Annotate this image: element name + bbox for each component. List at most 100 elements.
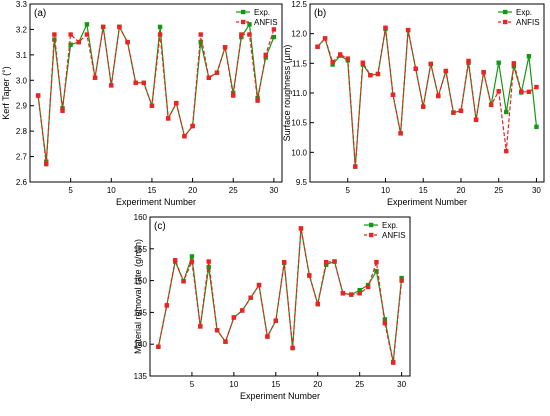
data-point-anfis	[125, 39, 130, 45]
data-point-anfis	[117, 24, 122, 30]
x-tick-label: 25	[494, 186, 503, 195]
panel-label: (a)	[34, 8, 46, 19]
y-tick-label: 135	[134, 372, 148, 381]
data-point-anfis	[357, 291, 362, 296]
data-point-anfis	[451, 110, 456, 115]
data-point-anfis	[157, 32, 163, 37]
data-point-anfis	[307, 273, 312, 278]
data-point-anfis	[214, 70, 220, 75]
series-line-exp	[157, 228, 403, 363]
y-tick-label: 3.3	[16, 0, 28, 9]
data-point-anfis	[92, 75, 98, 80]
data-point-anfis	[165, 116, 171, 121]
x-tick-label: 30	[269, 186, 278, 195]
x-tick-label: 10	[229, 380, 238, 389]
data-point-anfis	[239, 32, 244, 37]
data-point-anfis	[198, 324, 203, 329]
data-point-anfis	[141, 80, 147, 86]
legend-marker	[369, 222, 374, 228]
data-point-anfis	[84, 32, 90, 37]
data-point-anfis	[231, 315, 237, 320]
panel-label: (c)	[154, 221, 166, 232]
x-tick-label: 10	[381, 186, 390, 195]
data-point-exp	[330, 62, 335, 67]
data-point-anfis	[198, 32, 203, 37]
data-point-anfis	[365, 284, 371, 290]
data-point-exp	[534, 124, 539, 130]
data-point-anfis	[443, 68, 449, 74]
data-point-exp	[189, 254, 195, 259]
data-point-anfis	[405, 27, 411, 33]
data-point-anfis	[332, 259, 337, 264]
y-tick-label: 9.5	[296, 178, 308, 187]
data-point-anfis	[496, 89, 501, 94]
data-point-anfis	[481, 70, 486, 75]
x-axis-label: Experiment Number	[240, 391, 320, 401]
data-point-anfis	[345, 56, 350, 61]
data-point-anfis	[182, 134, 187, 139]
data-point-anfis	[76, 39, 81, 45]
y-tick-label: 155	[134, 245, 148, 254]
y-axis-label: Surface roughness (µm)	[282, 45, 292, 142]
data-point-anfis	[368, 73, 373, 78]
y-tick-label: 3.2	[16, 25, 28, 34]
x-tick-label: 15	[271, 380, 280, 389]
data-point-anfis	[399, 278, 404, 283]
x-tick-label: 5	[346, 186, 351, 195]
y-tick-label: 145	[134, 308, 148, 317]
data-point-exp	[357, 287, 362, 293]
data-point-anfis	[133, 80, 138, 86]
data-point-anfis	[68, 32, 73, 37]
x-tick-label: 15	[147, 186, 156, 195]
data-point-anfis	[256, 282, 262, 288]
data-point-anfis	[174, 100, 179, 106]
data-point-exp	[271, 34, 277, 40]
panel-label: (b)	[314, 8, 326, 19]
data-point-anfis	[322, 36, 328, 41]
data-point-exp	[206, 265, 211, 270]
data-point-anfis	[382, 321, 388, 326]
y-tick-label: 12.5	[291, 0, 307, 9]
data-point-exp	[263, 55, 268, 60]
y-tick-label: 2.9	[16, 102, 28, 111]
data-point-anfis	[504, 148, 509, 154]
data-point-exp	[496, 60, 501, 65]
y-tick-label: 3.0	[16, 76, 28, 85]
series-line-exp	[37, 22, 275, 162]
data-point-exp	[399, 275, 404, 281]
data-point-exp	[247, 22, 252, 27]
data-point-anfis	[391, 360, 396, 365]
data-point-anfis	[214, 328, 220, 333]
data-point-anfis	[466, 58, 471, 64]
y-axis-label: Kerf Taper (°)	[1, 66, 11, 119]
data-point-anfis	[330, 59, 335, 65]
plot-frame	[29, 3, 283, 183]
x-tick-label: 10	[107, 186, 116, 195]
legend-label: ANFIS	[516, 18, 540, 27]
legend-marker	[241, 19, 246, 25]
data-point-anfis	[360, 60, 366, 65]
y-tick-label: 2.8	[16, 127, 28, 136]
data-point-anfis	[109, 83, 114, 88]
data-point-anfis	[35, 93, 41, 98]
data-point-anfis	[340, 291, 346, 296]
legend-marker	[369, 232, 374, 238]
x-axis-label: Experiment Number	[116, 197, 196, 207]
y-tick-label: 10.0	[291, 148, 307, 157]
data-point-anfis	[526, 89, 532, 95]
data-point-anfis	[231, 93, 236, 98]
data-point-anfis	[273, 318, 279, 323]
data-point-anfis	[60, 108, 65, 113]
data-point-anfis	[240, 308, 245, 313]
data-point-anfis	[164, 303, 169, 308]
data-point-anfis	[248, 295, 253, 300]
x-axis-label: Experiment Number	[387, 197, 467, 207]
data-point-anfis	[44, 162, 49, 167]
series-line-anfis	[37, 24, 275, 165]
data-point-anfis	[436, 93, 441, 99]
data-point-anfis	[223, 339, 228, 344]
data-point-anfis	[534, 84, 539, 90]
data-point-exp	[157, 24, 163, 30]
data-point-exp	[526, 54, 532, 59]
y-tick-label: 140	[134, 340, 148, 349]
